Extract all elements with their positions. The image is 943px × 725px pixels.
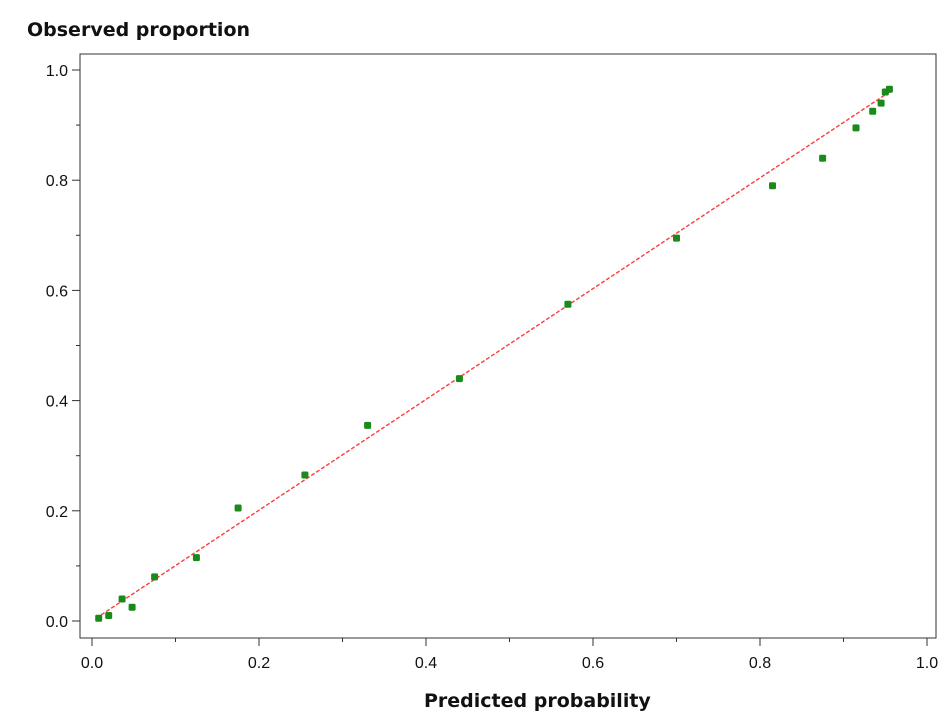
x-tick-label: 1.0 bbox=[916, 655, 938, 672]
x-tick-label: 0.4 bbox=[415, 655, 437, 672]
data-point bbox=[151, 573, 159, 581]
x-tick-label: 0.2 bbox=[248, 655, 270, 672]
plot-area-frame bbox=[79, 53, 937, 639]
y-tick-label: 0.4 bbox=[46, 394, 68, 411]
data-point bbox=[455, 375, 463, 383]
x-tick-label: 0.8 bbox=[749, 655, 771, 672]
data-point bbox=[234, 504, 242, 512]
y-tick-label: 0.0 bbox=[46, 614, 68, 631]
data-point bbox=[869, 107, 877, 115]
data-point bbox=[105, 612, 113, 619]
y-tick-label: 0.6 bbox=[46, 283, 68, 300]
x-tick-label: 0.6 bbox=[582, 655, 604, 672]
x-axis: 0.0 0.2 0.4 0.6 0.8 1.0 bbox=[81, 638, 938, 672]
x-tick-label: 0.0 bbox=[81, 655, 103, 672]
data-point bbox=[128, 603, 136, 611]
series-points bbox=[95, 85, 893, 622]
data-point bbox=[95, 614, 103, 622]
data-point bbox=[118, 595, 126, 603]
data-point bbox=[673, 234, 680, 242]
fit-line bbox=[95, 91, 890, 619]
y-axis-title: Observed proportion bbox=[27, 19, 251, 41]
data-point bbox=[769, 182, 776, 190]
series-lines bbox=[95, 91, 890, 619]
y-tick-label: 0.8 bbox=[46, 173, 68, 190]
data-point bbox=[564, 300, 572, 308]
data-point bbox=[301, 471, 309, 479]
data-point bbox=[192, 554, 200, 562]
y-axis: 0.0 0.2 0.4 0.6 0.8 1.0 bbox=[46, 63, 80, 631]
data-point bbox=[819, 154, 827, 162]
data-point bbox=[885, 85, 893, 93]
data-point bbox=[364, 421, 372, 429]
data-point bbox=[852, 124, 860, 132]
y-tick-label: 0.2 bbox=[46, 504, 68, 521]
x-axis-title: Predicted probability bbox=[424, 690, 651, 712]
y-tick-label: 1.0 bbox=[46, 63, 68, 80]
data-point bbox=[877, 99, 885, 107]
